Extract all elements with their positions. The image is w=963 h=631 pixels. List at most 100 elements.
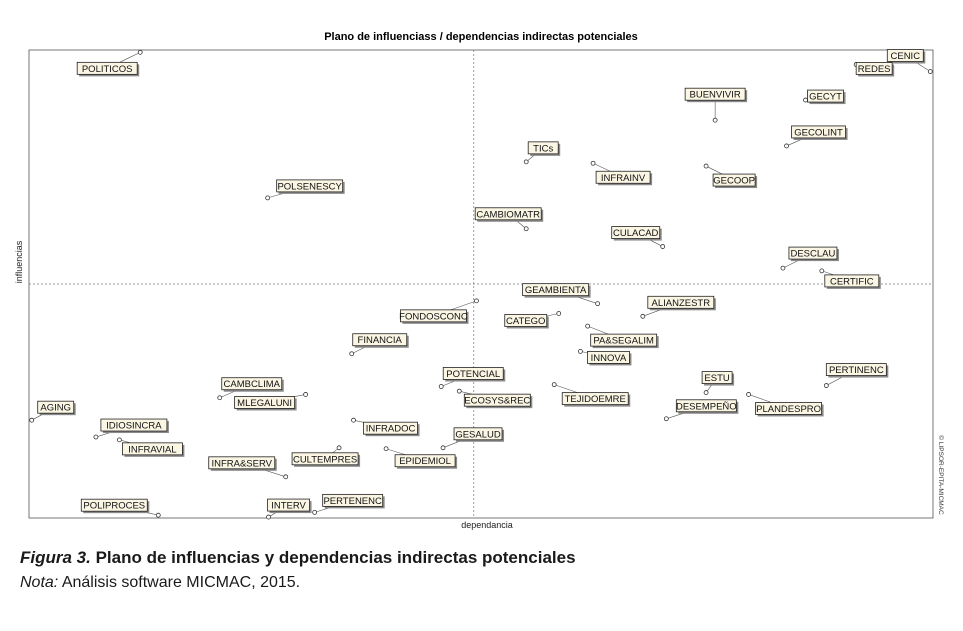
data-point-group: INNOVA — [578, 348, 632, 366]
data-point-label: CAMBCLIMA — [224, 379, 281, 390]
label-box — [37, 400, 75, 414]
data-point-group: GECOOP — [703, 163, 758, 189]
data-point-group: MLEGALUNI — [234, 392, 309, 411]
data-point-label: POTENCIAL — [446, 369, 500, 380]
data-point-marker — [523, 226, 529, 232]
data-point-marker — [578, 348, 583, 354]
data-point-group: POLIPROCES — [80, 498, 161, 518]
data-point-marker — [349, 351, 355, 357]
data-point-group: ESTU — [701, 371, 735, 395]
data-point-marker — [927, 69, 933, 74]
data-point-group: DESEMPEÑO — [663, 399, 739, 422]
label-box — [453, 427, 503, 441]
data-point-label: DESEMPEÑO — [676, 401, 737, 412]
data-point-label: INFRADOC — [366, 424, 416, 435]
data-point-group: INTERV — [266, 498, 312, 520]
data-point-marker — [819, 268, 825, 274]
data-point-label: POLITICOS — [82, 64, 133, 75]
data-point-label: IDIOSINCRA — [106, 421, 162, 432]
label-box — [322, 493, 384, 507]
figure-caption: Figura 3. Plano de influencias y depende… — [20, 548, 576, 568]
data-point-group: GECOLINT — [784, 125, 848, 149]
data-point-label: PA&SEGALIM — [593, 336, 654, 347]
data-point-group: DESCLAU — [780, 246, 839, 271]
data-point-marker — [93, 434, 99, 440]
label-box — [590, 333, 658, 347]
data-point-marker — [556, 311, 562, 316]
data-point-marker — [265, 195, 271, 201]
data-point-label: FINANCIA — [358, 335, 403, 346]
data-point-marker — [784, 143, 789, 149]
data-point-group: INFRAVIAL — [117, 437, 185, 457]
data-point-label: GEAMBIENTA — [525, 285, 587, 296]
label-box — [463, 393, 531, 407]
note-label: Nota: — [20, 574, 59, 591]
data-point-group: POLSENESCY — [265, 179, 345, 201]
label-box — [442, 367, 504, 380]
data-point-group: PERTINENC — [823, 363, 889, 388]
data-point-group: TEJIDOEMRE — [551, 382, 631, 407]
label-box — [474, 207, 542, 221]
data-point-group: FINANCIA — [349, 333, 409, 357]
label-box — [522, 283, 590, 297]
data-point-label: GECOOP — [713, 176, 755, 187]
data-point-group: PERTENENC — [312, 493, 385, 515]
data-point-label: POLSENESCY — [277, 181, 342, 192]
data-point-label: CERTIFIC — [830, 276, 874, 287]
data-point-marker — [438, 384, 444, 389]
data-point-group: BUENVIVIR — [684, 87, 748, 123]
label-box — [527, 141, 559, 155]
data-point-marker — [803, 97, 808, 103]
watermark: © LIPSOR-EPITA-MICMAC — [937, 435, 945, 515]
data-point-marker — [660, 244, 666, 249]
data-point-marker — [117, 437, 122, 443]
data-point-group: POTENCIAL — [438, 367, 506, 389]
label-box — [267, 498, 310, 512]
label-box — [755, 402, 822, 415]
label-box — [504, 314, 548, 327]
data-point-label: GECOLINT — [794, 127, 843, 138]
data-point-group: GESALUD — [440, 427, 505, 451]
data-point-group: CAMBIOMATR — [474, 207, 544, 232]
data-point-label: CENIC — [891, 51, 921, 62]
x-axis-label: dependancia — [461, 520, 513, 530]
data-point-marker — [590, 160, 596, 166]
data-point-marker — [703, 163, 709, 169]
data-point-marker — [456, 388, 462, 394]
label-box — [276, 179, 344, 193]
data-point-marker — [551, 382, 557, 388]
data-point-group: CULACAD — [611, 226, 666, 249]
data-point-marker — [336, 445, 342, 451]
label-box — [824, 274, 880, 288]
data-point-group: CATEGO — [504, 311, 562, 329]
label-box — [855, 62, 893, 75]
data-point-group: REDES — [853, 62, 895, 77]
data-point-group: INFRADOC — [351, 417, 420, 437]
data-point-label: INFRAINV — [601, 173, 646, 184]
data-point-group: EPIDEMIOL — [383, 446, 458, 469]
note-text: Análisis software MICMAC, 2015. — [61, 574, 301, 591]
data-point-marker — [595, 301, 601, 307]
label-box — [363, 421, 418, 435]
label-box — [400, 309, 467, 323]
label-box — [221, 377, 283, 391]
label-box — [587, 350, 630, 364]
data-point-label: MLEGALUNI — [237, 398, 292, 409]
data-point-group: PA&SEGALIM — [585, 323, 659, 349]
label-box — [611, 226, 661, 239]
data-point-group: INFRA&SERV — [208, 456, 289, 480]
label-box — [712, 173, 756, 187]
label-box — [394, 454, 456, 468]
data-point-marker — [746, 392, 751, 397]
label-box — [76, 61, 138, 75]
label-box — [675, 399, 737, 413]
data-point-group: PLANDESPRO — [746, 392, 824, 417]
data-point-group: GEAMBIENTA — [522, 283, 601, 307]
chart-title: Plano de influenciass / dependencias ind… — [324, 31, 638, 43]
label-box — [886, 49, 924, 62]
data-point-label: TEJIDOEMRE — [565, 394, 626, 405]
data-point-label: GESALUD — [455, 429, 501, 440]
data-point-marker — [523, 159, 529, 165]
data-point-label: EPIDEMIOL — [399, 456, 451, 467]
data-point-marker — [640, 313, 646, 319]
